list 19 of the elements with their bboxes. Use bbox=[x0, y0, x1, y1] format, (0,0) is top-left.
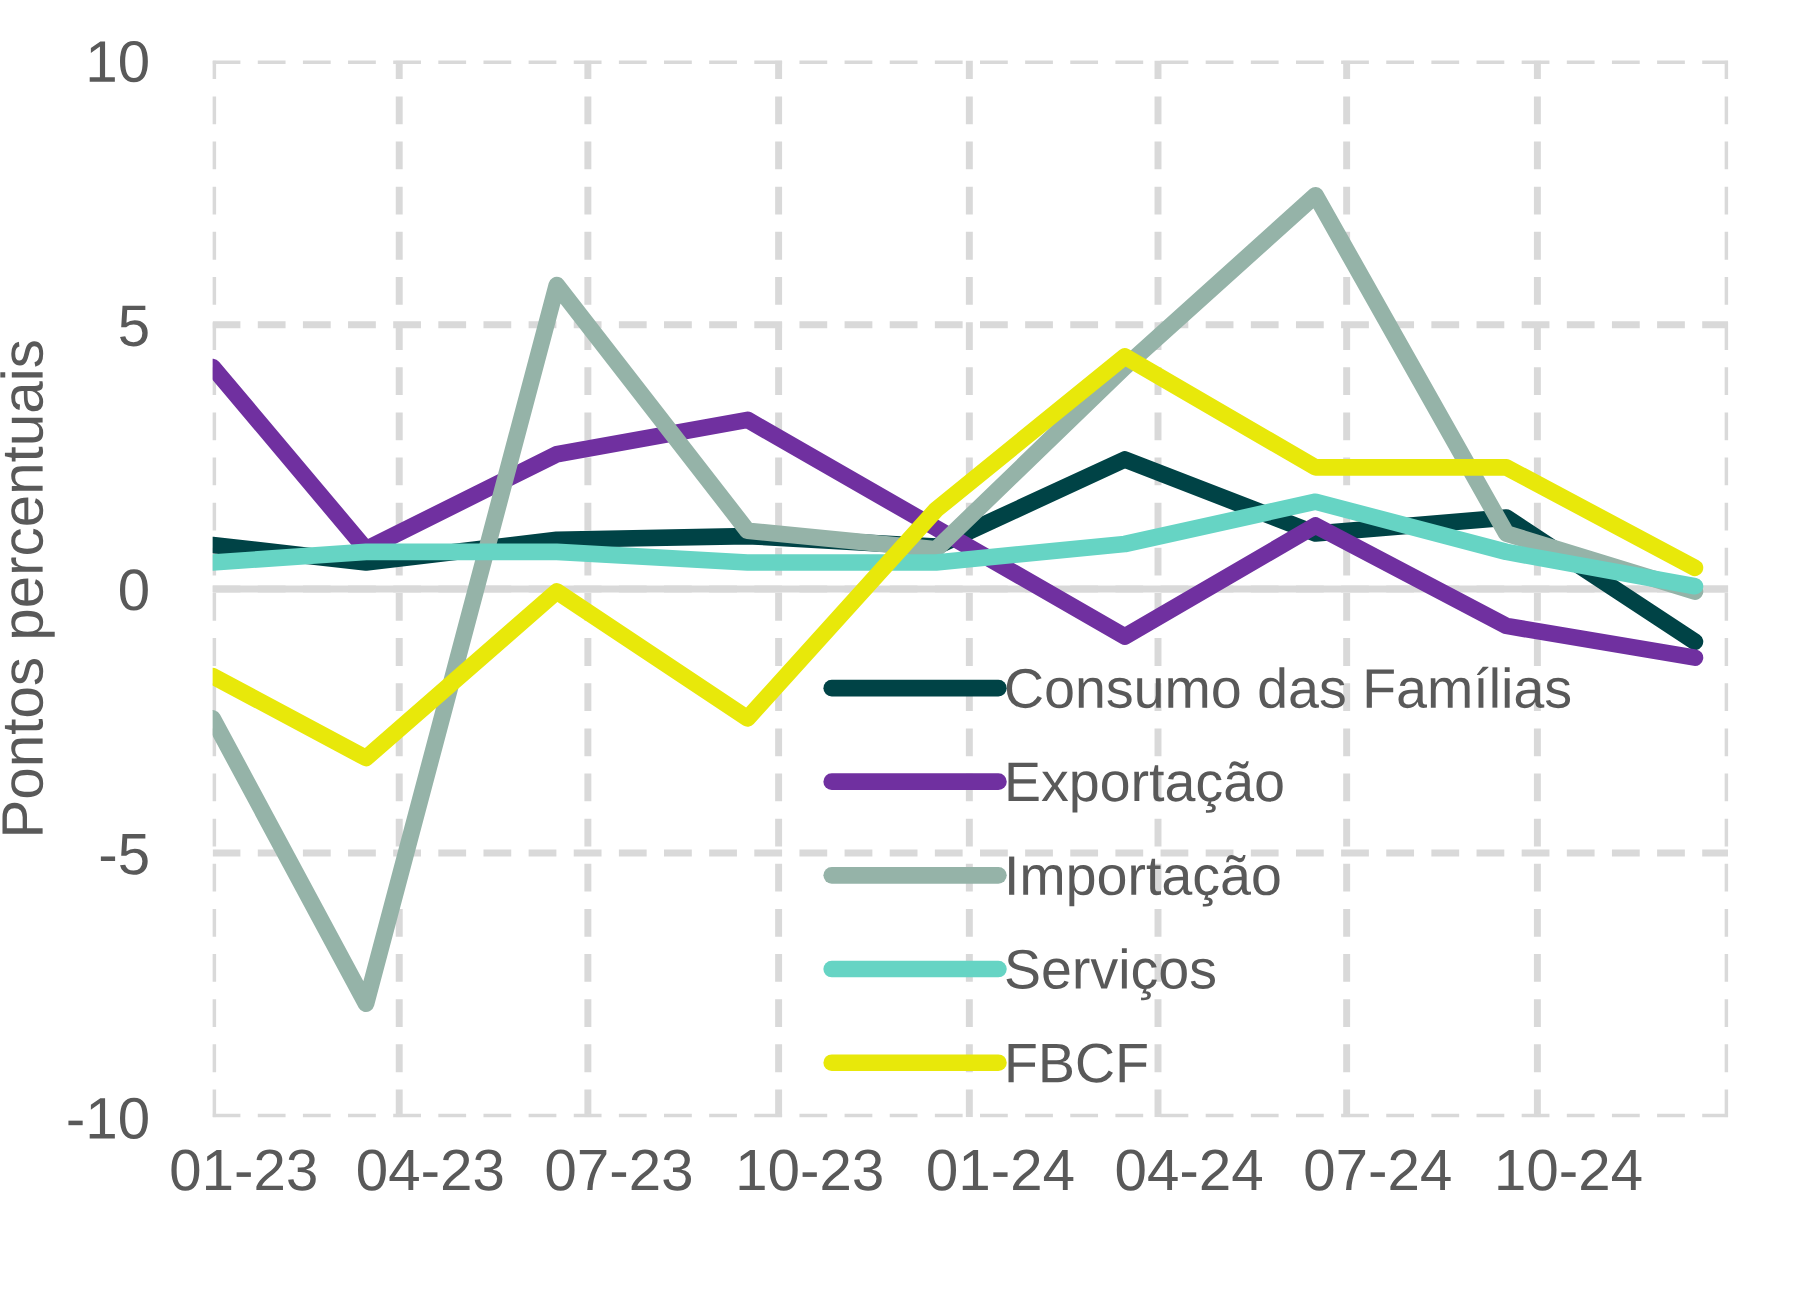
legend-label: Consumo das Famílias bbox=[1006, 666, 1571, 709]
x-tick-label: 10-23 bbox=[739, 1149, 882, 1191]
x-tick-label: 07-23 bbox=[546, 1149, 692, 1191]
x-tick-label: 04-23 bbox=[358, 1149, 503, 1191]
x-tick-label: 01-24 bbox=[928, 1149, 1074, 1191]
y-tick-label: 10 bbox=[89, 40, 148, 83]
y-axis-title: Pontos percentuais bbox=[0, 341, 55, 834]
x-tick-label: 10-24 bbox=[1498, 1149, 1642, 1191]
legend-label: FBCF bbox=[1008, 1043, 1147, 1083]
x-tick-label: 07-24 bbox=[1305, 1149, 1451, 1191]
legend-label: Exportação bbox=[1008, 761, 1283, 813]
y-tick-label: -10 bbox=[68, 1097, 148, 1139]
x-tick-label: 04-24 bbox=[1116, 1149, 1262, 1191]
legend-label: Importação bbox=[1009, 854, 1280, 907]
x-tick-label: 01-23 bbox=[171, 1149, 316, 1191]
y-tick-label: -5 bbox=[100, 834, 148, 875]
y-tick-label: 5 bbox=[120, 305, 148, 347]
legend-label: Serviços bbox=[1006, 948, 1215, 1001]
y-tick-label: 0 bbox=[119, 569, 148, 611]
